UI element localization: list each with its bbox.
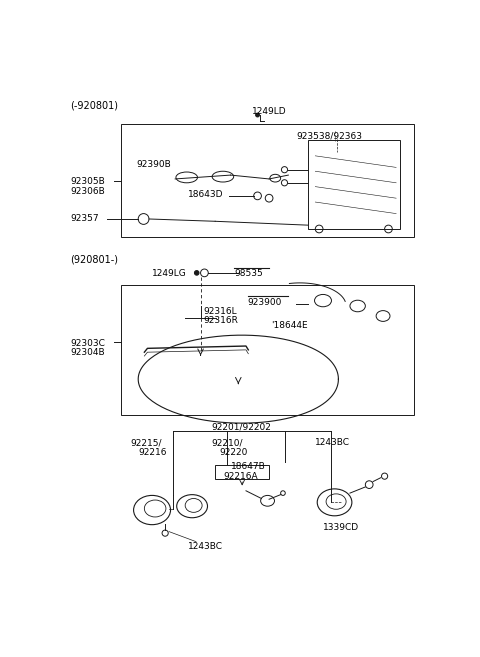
Text: 98535: 98535 xyxy=(234,269,263,278)
Text: (920801-): (920801-) xyxy=(71,254,119,264)
Circle shape xyxy=(256,113,260,117)
Text: 923538/92363: 923538/92363 xyxy=(296,131,362,140)
Text: 92303C: 92303C xyxy=(71,339,105,348)
Text: 92215/: 92215/ xyxy=(131,438,162,447)
Text: 18647B: 18647B xyxy=(230,461,265,470)
Text: 1243BC: 1243BC xyxy=(315,438,350,447)
Bar xyxy=(121,124,414,237)
Text: 1243BC: 1243BC xyxy=(188,543,223,551)
Text: 92220: 92220 xyxy=(219,447,247,457)
Bar xyxy=(121,285,414,415)
Text: '18644E: '18644E xyxy=(271,321,307,330)
Text: 92201/92202: 92201/92202 xyxy=(211,422,271,431)
Text: 1249LD: 1249LD xyxy=(252,106,287,116)
Circle shape xyxy=(194,271,199,275)
Text: 92306B: 92306B xyxy=(71,187,105,196)
Text: 1339CD: 1339CD xyxy=(323,523,359,532)
Text: 92316R: 92316R xyxy=(204,316,239,325)
Text: 92304B: 92304B xyxy=(71,348,105,357)
Text: 92216: 92216 xyxy=(138,447,167,457)
Text: 92216A: 92216A xyxy=(223,472,258,480)
Text: 92316L: 92316L xyxy=(204,307,237,316)
Bar xyxy=(308,141,400,229)
Text: 92210/: 92210/ xyxy=(211,438,243,447)
Bar xyxy=(215,465,269,479)
Text: 92357: 92357 xyxy=(71,214,99,223)
Text: (-920801): (-920801) xyxy=(71,101,119,110)
Text: 92305B: 92305B xyxy=(71,177,105,187)
Text: 1249LG: 1249LG xyxy=(152,269,187,278)
Text: 923900: 923900 xyxy=(248,298,282,307)
Text: 18643D: 18643D xyxy=(188,191,224,200)
Text: 92390B: 92390B xyxy=(136,160,171,170)
